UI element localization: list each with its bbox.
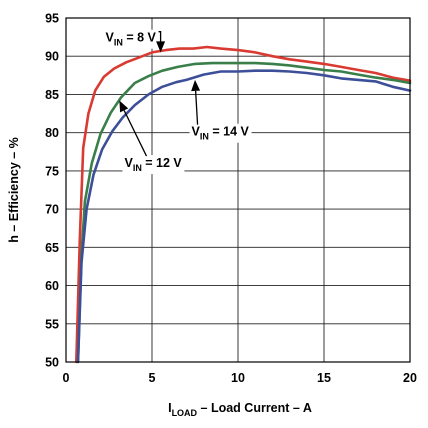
x-tick-label: 20 [403,371,417,385]
annotation-leader [194,90,199,125]
x-tick-label: 10 [231,371,245,385]
y-axis-title: h – Efficiency – % [7,137,21,243]
x-axis-title: ILOAD – Load Current – A [168,401,312,418]
annotation-background [122,155,185,175]
y-tick-labels: 50 55 60 65 70 75 80 85 90 95 [45,12,59,370]
annotation-leader [158,31,162,45]
annotation-arrowhead [119,100,129,113]
series-lines [75,45,412,364]
annotation-arrowhead [191,79,201,92]
series-annotation: VIN = 14 V [189,79,252,143]
x-tick-label: 5 [149,371,156,385]
annotations: VIN = 8 V VIN = 14 V VIN = 12 V [103,29,252,175]
annotation-label: VIN = 14 V [192,125,250,142]
annotation-background [103,29,159,49]
series-annotation: VIN = 8 V [103,29,166,53]
y-tick-label: 90 [45,50,59,64]
y-tick-label: 55 [45,317,59,331]
y-tick-label: 85 [45,88,59,102]
y-tick-label: 60 [45,279,59,293]
annotation-label: VIN = 8 V [106,31,157,48]
series-line-1 [75,45,412,364]
y-tick-label: 80 [45,126,59,140]
annotation-background [189,123,252,143]
x-tick-label: 0 [63,371,70,385]
y-tick-label: 95 [45,12,59,26]
x-tick-label: 15 [317,371,331,385]
x-tick-labels: 0 5 10 15 20 [63,371,417,385]
plot-frame [65,17,411,363]
series-line-3 [76,69,412,364]
y-tick-label: 65 [45,241,59,255]
series-line-2 [76,61,412,364]
y-tick-label: 70 [45,203,59,217]
y-tick-label: 50 [45,356,59,370]
annotation-arrowhead [156,41,166,53]
y-tick-label: 75 [45,164,59,178]
annotation-leader [123,110,148,157]
series-annotation: VIN = 12 V [119,100,185,175]
annotation-label: VIN = 12 V [124,156,182,173]
